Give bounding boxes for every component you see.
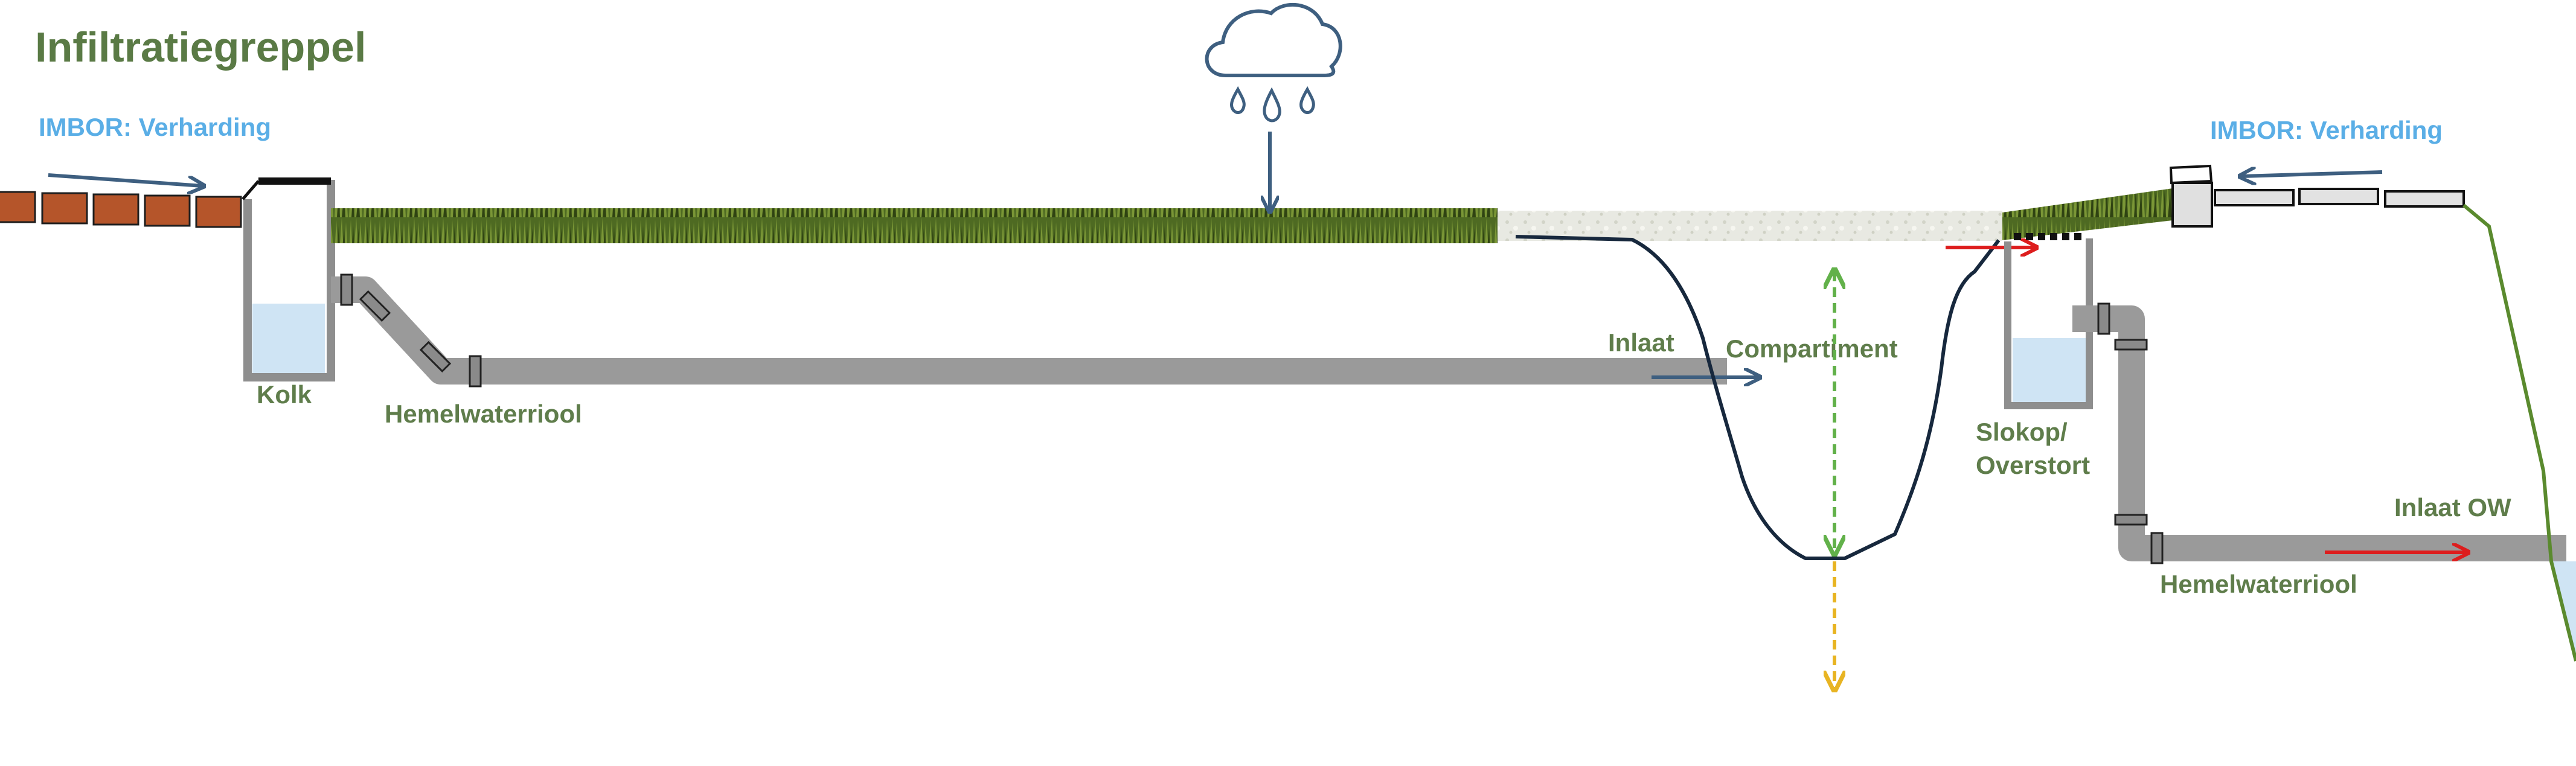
grass-strip (331, 208, 1498, 243)
kerb-right (2169, 164, 2213, 228)
slokop (2004, 238, 2093, 409)
brick-paving (0, 191, 242, 228)
runoff-arrow-left (48, 173, 202, 186)
slokop-overstort-label-line1: Slokop/ (1976, 418, 2068, 446)
hemelwaterriool-pipe-right (2072, 302, 2566, 564)
page-title: Infiltratiegreppel (35, 24, 366, 71)
imbor-verharding-left-label: IMBOR: Verharding (39, 113, 271, 141)
inlaat-ow-label: Inlaat OW (2394, 493, 2511, 522)
rain-cloud-icon (1205, 3, 1342, 77)
compartiment-label: Compartiment (1726, 334, 1898, 363)
ditch-outline (1515, 235, 2001, 560)
runoff-arrow-right (2241, 172, 2383, 176)
bank-slope-line (2462, 203, 2576, 662)
inlaat-label: Inlaat (1608, 328, 1674, 357)
hemelwaterriool-left-label: Hemelwaterriool (385, 400, 582, 428)
hemelwaterriool-right-label: Hemelwaterriool (2160, 570, 2357, 598)
tile-paving-right (2214, 188, 2465, 208)
kolk (242, 177, 335, 381)
gravel-strip (1498, 211, 2002, 241)
grass-slope-right (2002, 188, 2173, 240)
hemelwaterriool-pipe-left (331, 273, 1727, 388)
slokop-overstort-label-line2: Overstort (1976, 451, 2090, 479)
kolk-label: Kolk (257, 380, 312, 409)
imbor-verharding-right-label: IMBOR: Verharding (2210, 116, 2443, 144)
rain-drop-icon (1230, 86, 1315, 123)
